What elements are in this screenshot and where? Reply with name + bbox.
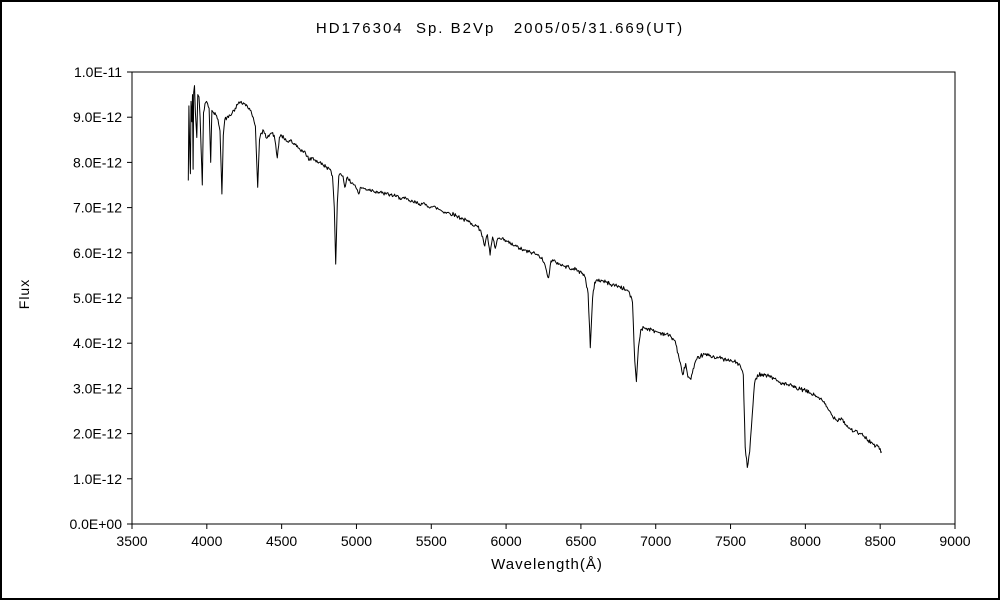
x-tick-label: 5500 <box>416 533 447 549</box>
y-tick-label: 6.0E-12 <box>73 245 122 261</box>
y-tick-label: 1.0E-11 <box>74 64 122 80</box>
x-tick-label: 4000 <box>191 533 222 549</box>
x-tick-label: 7500 <box>715 533 746 549</box>
y-tick-label: 2.0E-12 <box>73 426 122 442</box>
y-tick-label: 8.0E-12 <box>73 154 122 170</box>
x-tick-label: 4500 <box>266 533 297 549</box>
x-tick-label: 9000 <box>939 533 970 549</box>
y-tick-label: 1.0E-12 <box>73 471 122 487</box>
x-tick-label: 8500 <box>865 533 896 549</box>
y-tick-label: 5.0E-12 <box>73 290 122 306</box>
y-tick-label: 9.0E-12 <box>73 109 122 125</box>
y-tick-label: 4.0E-12 <box>73 335 122 351</box>
x-tick-label: 8000 <box>790 533 821 549</box>
y-tick-label: 7.0E-12 <box>73 200 122 216</box>
spectrum-line <box>187 85 883 468</box>
x-axis-title: Wavelength(Å) <box>491 556 603 573</box>
chart-title: HD176304 Sp. B2Vp 2005/05/31.669(UT) <box>315 20 685 37</box>
y-tick-label: 0.0E+00 <box>69 516 122 532</box>
x-tick-label: 5000 <box>341 533 372 549</box>
x-tick-label: 7000 <box>640 533 671 549</box>
x-tick-label: 6500 <box>565 533 596 549</box>
x-tick-label: 6000 <box>491 533 522 549</box>
x-tick-label: 3500 <box>116 533 147 549</box>
y-tick-label: 3.0E-12 <box>73 380 122 396</box>
